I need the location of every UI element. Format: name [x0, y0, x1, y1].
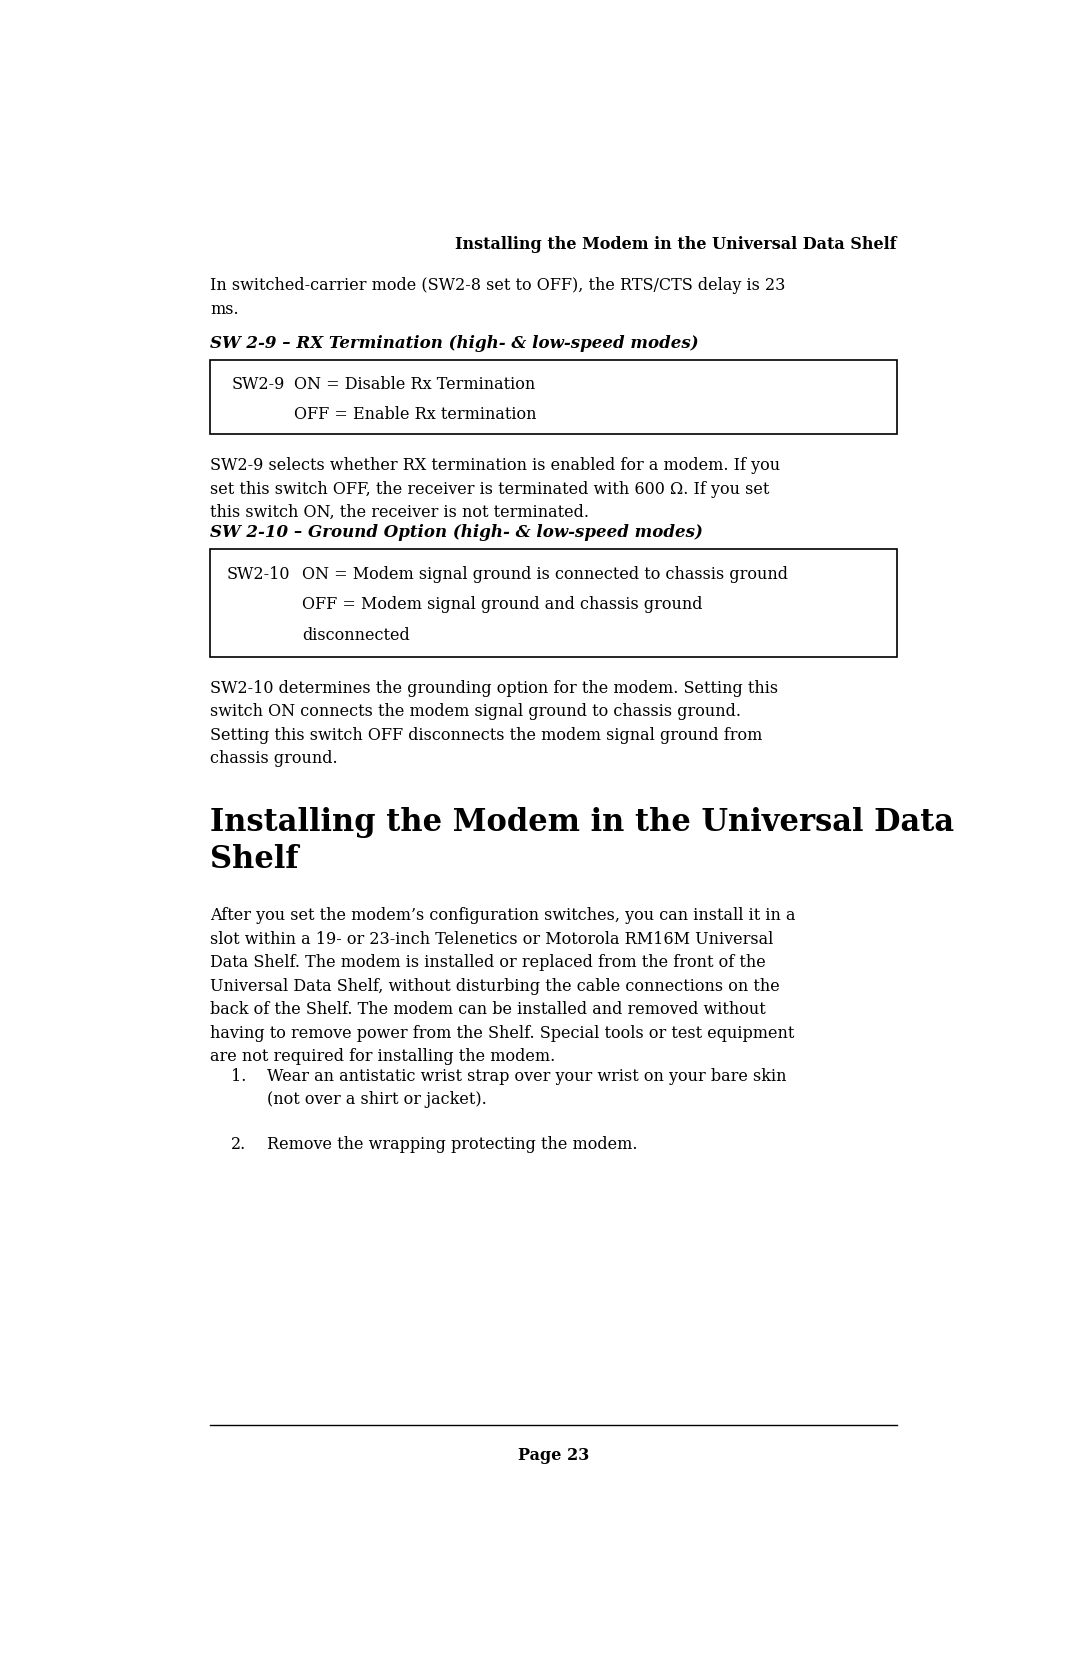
- Text: SW2-9 selects whether RX termination is enabled for a modem. If you
set this swi: SW2-9 selects whether RX termination is …: [211, 457, 781, 521]
- Text: OFF = Enable Rx termination: OFF = Enable Rx termination: [294, 406, 537, 422]
- Bar: [211, 549, 896, 656]
- Text: OFF = Modem signal ground and chassis ground: OFF = Modem signal ground and chassis gr…: [302, 596, 703, 613]
- Text: disconnected: disconnected: [302, 628, 410, 644]
- Text: 2.: 2.: [231, 1137, 246, 1153]
- Text: ON = Modem signal ground is connected to chassis ground: ON = Modem signal ground is connected to…: [302, 566, 788, 582]
- Text: Installing the Modem in the Universal Data Shelf: Installing the Modem in the Universal Da…: [455, 237, 896, 254]
- Text: ON = Disable Rx Termination: ON = Disable Rx Termination: [294, 376, 536, 392]
- Text: Wear an antistatic wrist strap over your wrist on your bare skin
(not over a shi: Wear an antistatic wrist strap over your…: [267, 1068, 786, 1108]
- Text: Page 23: Page 23: [518, 1447, 589, 1464]
- Text: 1.: 1.: [231, 1068, 246, 1085]
- Text: After you set the modem’s configuration switches, you can install it in a
slot w: After you set the modem’s configuration …: [211, 906, 796, 1065]
- Text: Installing the Modem in the Universal Data
Shelf: Installing the Modem in the Universal Da…: [211, 806, 955, 875]
- Bar: [211, 359, 896, 434]
- Text: SW2-10 determines the grounding option for the modem. Setting this
switch ON con: SW2-10 determines the grounding option f…: [211, 679, 779, 768]
- Text: In switched-carrier mode (SW2-8 set to OFF), the RTS/CTS delay is 23
ms.: In switched-carrier mode (SW2-8 set to O…: [211, 277, 786, 317]
- Text: SW2-9: SW2-9: [231, 376, 285, 392]
- Text: SW2-10: SW2-10: [227, 566, 291, 582]
- Text: Remove the wrapping protecting the modem.: Remove the wrapping protecting the modem…: [267, 1137, 638, 1153]
- Text: SW 2-9 – RX Termination (high- & low-speed modes): SW 2-9 – RX Termination (high- & low-spe…: [211, 335, 699, 352]
- Text: SW 2-10 – Ground Option (high- & low-speed modes): SW 2-10 – Ground Option (high- & low-spe…: [211, 524, 703, 541]
